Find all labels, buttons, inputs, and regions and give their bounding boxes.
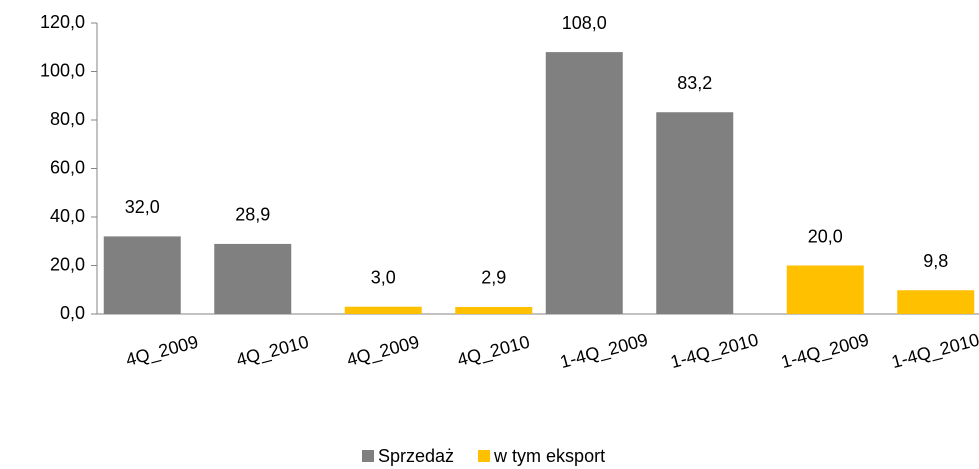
x-tick-label: 4Q_2010 [234,332,311,371]
legend-swatch [478,450,491,462]
bar [656,112,734,315]
x-tick-label: 1-4Q_2009 [558,329,650,373]
data-label: 28,9 [235,205,270,225]
x-tick-label: 1-4Q_2009 [779,329,871,373]
data-label: 108,0 [562,13,607,33]
x-tick-label: 4Q_2009 [345,332,422,371]
y-tick-label: 80,0 [50,109,85,129]
bar [344,306,422,314]
y-tick-label: 0,0 [60,303,85,323]
y-tick-label: 100,0 [40,60,85,80]
data-label: 32,0 [125,197,160,217]
y-tick-label: 40,0 [50,206,85,226]
data-label: 9,8 [923,251,948,271]
y-tick-label: 60,0 [50,157,85,177]
data-label: 3,0 [371,267,396,287]
legend-label: w tym eksport [493,446,605,466]
y-tick-label: 120,0 [40,12,85,32]
bar [103,236,181,314]
bar [786,265,864,314]
data-label: 2,9 [481,268,506,288]
y-tick-label: 20,0 [50,254,85,274]
legend-label: Sprzedaż [378,446,454,466]
x-tick-label: 4Q_2009 [124,332,201,371]
bar [545,52,623,314]
x-tick-label: 4Q_2010 [455,332,532,371]
bar [214,243,292,314]
bar [455,306,533,314]
bar [897,290,975,314]
x-tick-label: 1-4Q_2010 [668,329,760,373]
data-label: 83,2 [677,73,712,93]
data-label: 20,0 [808,226,843,246]
legend-swatch [362,450,374,462]
x-tick-label: 1-4Q_2010 [889,329,979,373]
